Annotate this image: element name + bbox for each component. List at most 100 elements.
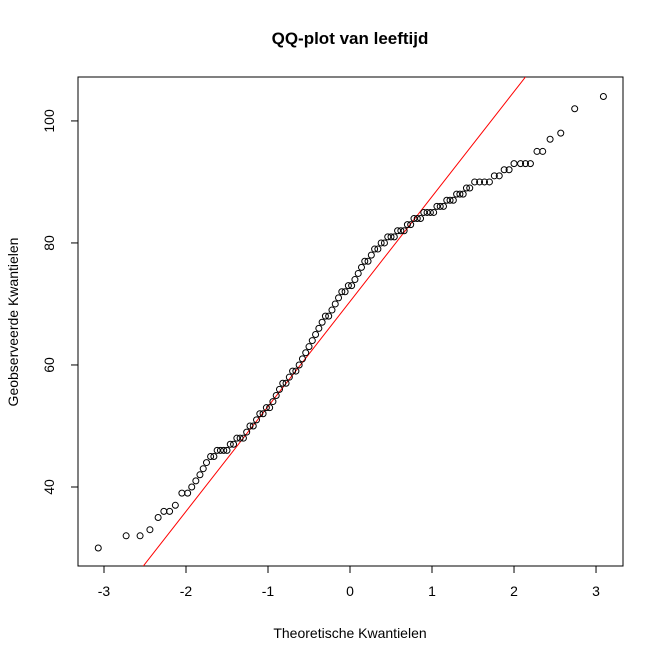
point: [387, 233, 395, 241]
point: [236, 434, 244, 442]
point: [476, 178, 484, 186]
point: [226, 440, 234, 448]
point: [292, 367, 300, 375]
point: [188, 483, 196, 491]
point: [351, 276, 359, 284]
point: [446, 196, 454, 204]
point: [223, 446, 231, 454]
point: [344, 282, 352, 290]
point: [262, 404, 270, 412]
point: [94, 544, 102, 552]
chart-title: QQ-plot van leeftijd: [272, 29, 429, 48]
point: [220, 446, 228, 454]
point: [210, 452, 218, 460]
point: [490, 172, 498, 180]
x-axis-label: Theoretische Kwantielen: [273, 625, 426, 641]
y-axis-label: Geobserveerde Kwantielen: [5, 238, 21, 407]
x-tick-label: -2: [180, 583, 193, 599]
point: [199, 465, 207, 473]
point: [269, 398, 277, 406]
x-tick-label: -1: [262, 583, 275, 599]
point: [315, 324, 323, 332]
point: [357, 263, 365, 271]
point: [279, 379, 287, 387]
point: [533, 147, 541, 155]
point: [305, 343, 313, 351]
point: [433, 202, 441, 210]
point: [203, 459, 211, 467]
x-tick-label: 1: [428, 583, 436, 599]
point: [207, 452, 215, 460]
point: [321, 312, 329, 320]
x-tick-label: 0: [346, 583, 354, 599]
point: [196, 471, 204, 479]
point: [400, 227, 408, 235]
point: [397, 227, 405, 235]
point: [253, 416, 261, 424]
point: [526, 160, 534, 168]
point: [539, 147, 547, 155]
point: [146, 526, 154, 534]
point: [453, 190, 461, 198]
y-tick-label: 100: [41, 109, 57, 133]
point: [275, 385, 283, 393]
x-tick-label: 3: [592, 583, 600, 599]
point: [394, 227, 402, 235]
point: [407, 221, 415, 229]
point: [335, 294, 343, 302]
point: [136, 532, 144, 540]
point: [192, 477, 200, 485]
point: [459, 190, 467, 198]
point: [354, 269, 362, 277]
x-tick-label: 2: [510, 583, 518, 599]
point: [377, 239, 385, 247]
point: [436, 202, 444, 210]
point: [216, 446, 224, 454]
point: [423, 208, 431, 216]
plot-frame: [77, 76, 624, 567]
point: [384, 233, 392, 241]
point: [480, 178, 488, 186]
point: [328, 306, 336, 314]
point: [390, 233, 398, 241]
point: [443, 196, 451, 204]
point: [249, 422, 257, 430]
point: [295, 361, 303, 369]
point: [466, 184, 474, 192]
point: [259, 410, 267, 418]
point: [510, 160, 518, 168]
point: [374, 245, 382, 253]
point: [308, 337, 316, 345]
point: [546, 135, 554, 143]
point: [289, 367, 297, 375]
point: [298, 355, 306, 363]
point: [282, 379, 290, 387]
point: [348, 282, 356, 290]
point: [325, 312, 333, 320]
point: [367, 251, 375, 259]
point: [420, 208, 428, 216]
point: [430, 208, 438, 216]
point: [230, 440, 238, 448]
point: [599, 93, 607, 101]
point: [485, 178, 493, 186]
point: [426, 208, 434, 216]
point: [557, 129, 565, 137]
y-tick-label: 60: [41, 357, 57, 373]
point: [449, 196, 457, 204]
point: [471, 178, 479, 186]
point: [413, 215, 421, 223]
point: [178, 489, 186, 497]
point: [500, 166, 508, 174]
point: [521, 160, 529, 168]
point: [266, 404, 274, 412]
point: [171, 501, 179, 509]
point: [285, 373, 293, 381]
point: [318, 318, 326, 326]
point: [160, 507, 168, 515]
point: [239, 434, 247, 442]
point: [338, 288, 346, 296]
point: [361, 257, 369, 265]
point: [364, 257, 372, 265]
